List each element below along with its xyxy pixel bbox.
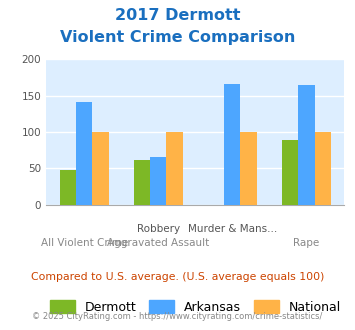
Text: Violent Crime Comparison: Violent Crime Comparison	[60, 30, 295, 45]
Bar	[134, 160, 150, 205]
Text: Compared to U.S. average. (U.S. average equals 100): Compared to U.S. average. (U.S. average …	[31, 272, 324, 282]
Bar	[60, 170, 76, 205]
Bar	[240, 132, 257, 205]
Bar	[92, 132, 109, 205]
Text: All Violent Crime: All Violent Crime	[40, 238, 128, 248]
Bar	[298, 85, 315, 205]
Text: Rape: Rape	[293, 238, 320, 248]
Bar	[315, 132, 331, 205]
Bar	[150, 157, 166, 205]
Bar	[224, 84, 240, 205]
Bar	[282, 140, 298, 205]
Bar	[166, 132, 183, 205]
Text: 2017 Dermott: 2017 Dermott	[115, 8, 240, 23]
Text: © 2025 CityRating.com - https://www.cityrating.com/crime-statistics/: © 2025 CityRating.com - https://www.city…	[32, 312, 323, 321]
Text: Robbery: Robbery	[137, 224, 180, 234]
Text: Aggravated Assault: Aggravated Assault	[107, 238, 209, 248]
Text: Murder & Mans...: Murder & Mans...	[188, 224, 277, 234]
Bar	[76, 102, 92, 205]
Legend: Dermott, Arkansas, National: Dermott, Arkansas, National	[45, 295, 346, 319]
